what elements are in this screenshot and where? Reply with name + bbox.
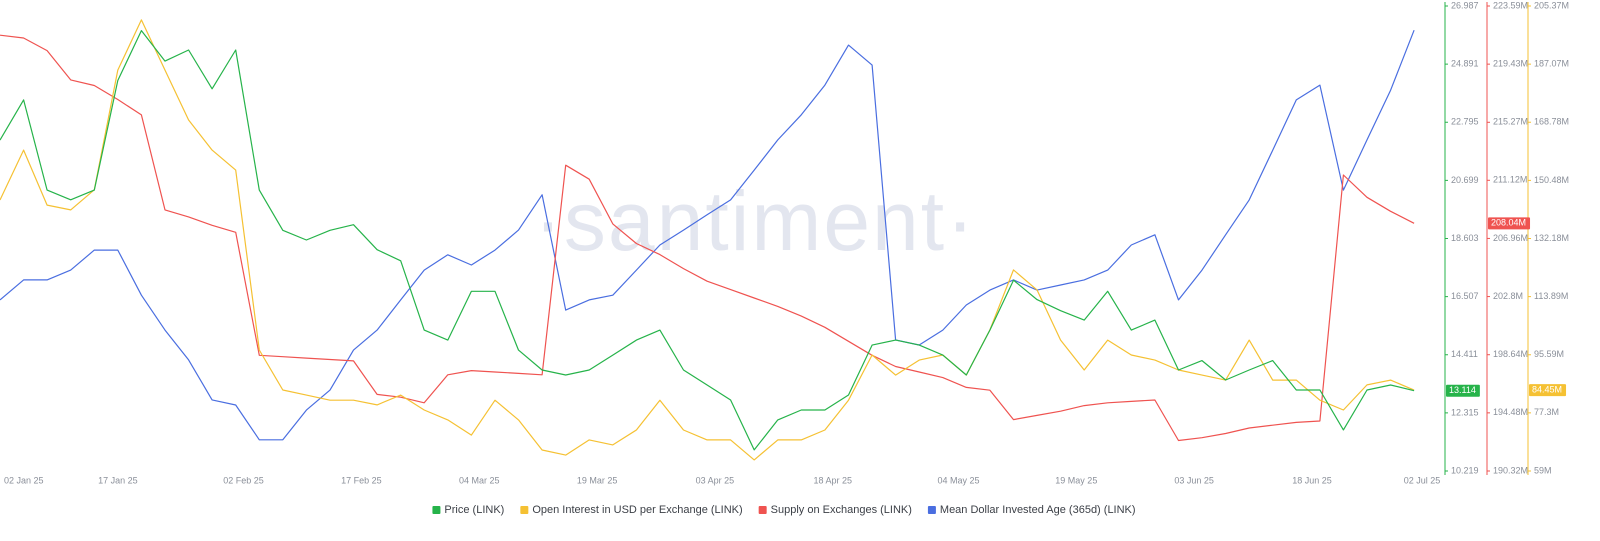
x-tick-label: 18 Apr 25 (814, 475, 853, 485)
legend-label: Price (LINK) (444, 504, 504, 516)
y-tick-label: 194.48M (1493, 407, 1528, 417)
y-tick-label: 206.96M (1493, 233, 1528, 243)
x-tick-label: 19 Mar 25 (577, 475, 618, 485)
x-tick-label: 03 Jun 25 (1174, 475, 1214, 485)
legend-swatch (927, 506, 936, 514)
y-tick-label: 14.411 (1451, 349, 1478, 359)
y-tick-label: 113.89M (1534, 291, 1568, 301)
y-tick-label: 59M (1534, 465, 1552, 475)
legend-item[interactable]: Supply on Exchanges (LINK) (758, 504, 912, 516)
y-tick-label: 219.43M (1493, 59, 1528, 69)
last-value-box (1488, 217, 1531, 230)
y-tick-label: 22.795 (1451, 117, 1479, 127)
y-tick-label: 16.507 (1451, 291, 1479, 301)
y-tick-label: 10.219 (1451, 465, 1479, 475)
legend-label: Supply on Exchanges (LINK) (771, 504, 912, 516)
y-tick-label: 211.12M (1493, 175, 1527, 185)
watermark: ·santiment· (534, 174, 976, 268)
y-tick-label: 20.699 (1451, 175, 1479, 185)
y-tick-label: 18.603 (1451, 233, 1479, 243)
last-value-box (1529, 384, 1567, 397)
legend-item[interactable]: Price (LINK) (432, 504, 504, 516)
legend-swatch (520, 506, 529, 514)
x-tick-label: 02 Feb 25 (223, 475, 264, 485)
x-tick-label: 03 Apr 25 (696, 475, 735, 485)
y-tick-label: 12.315 (1451, 407, 1479, 417)
y-tick-label: 223.59M (1493, 0, 1528, 10)
y-tick-label: 77.3M (1534, 407, 1559, 417)
plot-area (0, 19, 1415, 461)
legend-label: Mean Dollar Invested Age (365d) (LINK) (940, 504, 1136, 516)
legend-label: Open Interest in USD per Exchange (LINK) (532, 504, 742, 516)
x-tick-label: 18 Jun 25 (1292, 475, 1332, 485)
last-value-box (1446, 384, 1480, 397)
legend: Price (LINK) Open Interest in USD per Exc… (432, 504, 1136, 516)
y-tick-label: 190.32M (1493, 465, 1528, 475)
y-tick-label: 198.64M (1493, 349, 1528, 359)
last-value-label: 13.114 (1449, 385, 1476, 395)
y-tick-label: 215.27M (1493, 117, 1528, 127)
y-tick-label: 187.07M (1534, 59, 1569, 69)
legend-swatch (758, 506, 767, 514)
legend-item[interactable]: Open Interest in USD per Exchange (LINK) (520, 504, 743, 516)
series-line (0, 30, 1415, 451)
legend-item[interactable]: Mean Dollar Invested Age (365d) (LINK) (927, 504, 1136, 516)
y-tick-label: 95.59M (1534, 349, 1564, 359)
x-tick-label: 04 May 25 (937, 475, 979, 485)
legend-swatch (432, 506, 441, 514)
last-value-label: 208.04M (1491, 218, 1526, 228)
y-tick-label: 168.78M (1534, 117, 1569, 127)
series-line (0, 29, 1415, 441)
x-tick-label: 02 Jul 25 (1404, 475, 1441, 485)
x-tick-label: 17 Feb 25 (341, 475, 382, 485)
y-tick-label: 202.8M (1493, 291, 1523, 301)
y-tick-label: 26.987 (1451, 0, 1479, 10)
y-tick-label: 150.48M (1534, 175, 1569, 185)
x-tick-label: 19 May 25 (1055, 475, 1097, 485)
x-tick-label: 04 Mar 25 (459, 475, 500, 485)
x-tick-label: 17 Jan 25 (98, 475, 138, 485)
axes: 10.219 12.315 14.411 16.507 18.603 20.699 22.7… (4, 0, 1569, 485)
y-tick-label: 24.891 (1451, 59, 1479, 69)
x-tick-label: 02 Jan 25 (4, 475, 44, 485)
last-value-label: 84.45M (1532, 385, 1562, 395)
series-line (0, 34, 1415, 442)
y-tick-label: 205.37M (1534, 0, 1569, 10)
y-tick-label: 132.18M (1534, 233, 1569, 243)
